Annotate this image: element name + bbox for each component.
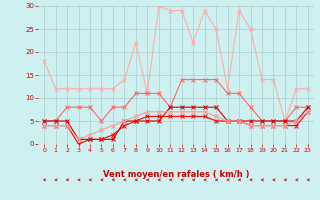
X-axis label: Vent moyen/en rafales ( km/h ): Vent moyen/en rafales ( km/h ) xyxy=(103,170,249,179)
